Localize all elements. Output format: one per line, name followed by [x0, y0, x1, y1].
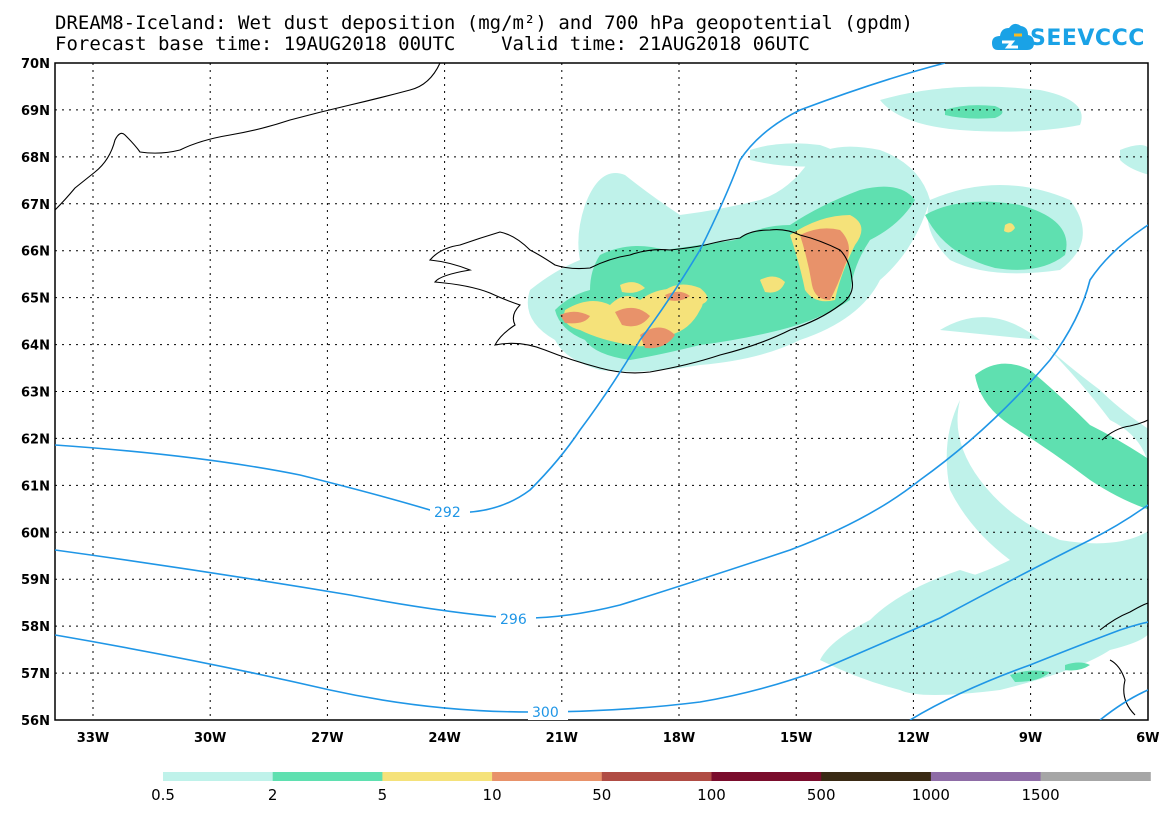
- colorbar-swatch: [711, 772, 822, 781]
- latitude-label: 67N: [21, 198, 50, 213]
- contour-304: [909, 621, 1148, 720]
- dust-deposition-fields: [527, 86, 1148, 695]
- contour-292: [55, 63, 946, 514]
- iceland-coastline: [428, 229, 854, 374]
- colorbar-label: 5: [378, 786, 388, 804]
- seevccc-cloud-icon: [992, 23, 1034, 50]
- deposition-band-10: [560, 228, 849, 349]
- latitude-label: 60N: [21, 526, 50, 541]
- latitude-label: 56N: [21, 714, 50, 729]
- contour-300: [55, 504, 1148, 713]
- colorbar: [163, 772, 1151, 781]
- seevccc-logo-text: SEEVCCC: [1030, 26, 1145, 51]
- colorbar-labels: 0.5 2 5 10 50 100 500 1000 1500: [151, 786, 1060, 804]
- coastlines: [55, 63, 1148, 716]
- longitude-labels: 33W 30W 27W 24W 21W 18W 15W 12W 9W 6W: [77, 731, 1160, 746]
- latitude-label: 64N: [21, 339, 50, 354]
- map-subtitle: Forecast base time: 19AUG2018 00UTC Vali…: [55, 33, 810, 55]
- latitude-label: 65N: [21, 292, 50, 307]
- deposition-band-0.5: [527, 86, 1148, 695]
- colorbar-label: 1000: [912, 786, 950, 804]
- colorbar-label: 50: [592, 786, 611, 804]
- map-title: DREAM8-Iceland: Wet dust deposition (mg/…: [55, 12, 913, 34]
- colorbar-label: 0.5: [151, 786, 175, 804]
- latitude-label: 69N: [21, 104, 50, 119]
- longitude-label: 33W: [77, 731, 109, 746]
- longitude-label: 6W: [1136, 731, 1159, 746]
- contour-296: [55, 224, 1148, 620]
- latitude-label: 70N: [21, 57, 50, 72]
- longitude-label: 24W: [428, 731, 460, 746]
- longitude-label: 30W: [194, 731, 226, 746]
- colorbar-swatch: [1040, 772, 1151, 781]
- latitude-label: 59N: [21, 573, 50, 588]
- longitude-label: 18W: [663, 731, 695, 746]
- latitude-label: 57N: [21, 667, 50, 682]
- longitude-label: 15W: [780, 731, 812, 746]
- colorbar-swatch: [272, 772, 383, 781]
- colorbar-swatch: [930, 772, 1042, 781]
- colorbar-swatch: [821, 772, 932, 781]
- longitude-label: 27W: [311, 731, 343, 746]
- colorbar-swatch: [163, 772, 274, 781]
- colorbar-swatch: [382, 772, 493, 781]
- latitude-label: 58N: [21, 620, 50, 635]
- contour-label-300: 300: [532, 705, 559, 721]
- colorbar-swatch: [601, 772, 712, 781]
- contour-labels: 292 296 300: [430, 503, 568, 721]
- contour-label-296: 296: [500, 612, 527, 628]
- colorbar-swatch: [492, 772, 603, 781]
- contour-label-292: 292: [434, 505, 461, 521]
- colorbar-label: 1500: [1022, 786, 1060, 804]
- contour-308: [1099, 689, 1148, 720]
- colorbar-label: 10: [483, 786, 502, 804]
- longitude-label: 21W: [546, 731, 578, 746]
- uk-coastline: [1099, 602, 1148, 716]
- latitude-label: 61N: [21, 479, 50, 494]
- latitude-label: 68N: [21, 151, 50, 166]
- latitude-labels: 70N 69N 68N 67N 66N 65N 64N 63N 62N 61N 60N 59N 58N 5…: [21, 57, 50, 729]
- longitude-label: 12W: [897, 731, 929, 746]
- colorbar-label: 100: [697, 786, 726, 804]
- latitude-label: 63N: [21, 386, 50, 401]
- norway-coastline: [1101, 419, 1148, 441]
- greenland-coastline: [55, 63, 441, 211]
- colorbar-label: 2: [268, 786, 278, 804]
- graticule: [55, 63, 1148, 720]
- colorbar-label: 500: [807, 786, 836, 804]
- latitude-label: 62N: [21, 432, 50, 447]
- longitude-label: 9W: [1019, 731, 1042, 746]
- geopotential-contours: [55, 63, 1148, 720]
- latitude-label: 66N: [21, 245, 50, 260]
